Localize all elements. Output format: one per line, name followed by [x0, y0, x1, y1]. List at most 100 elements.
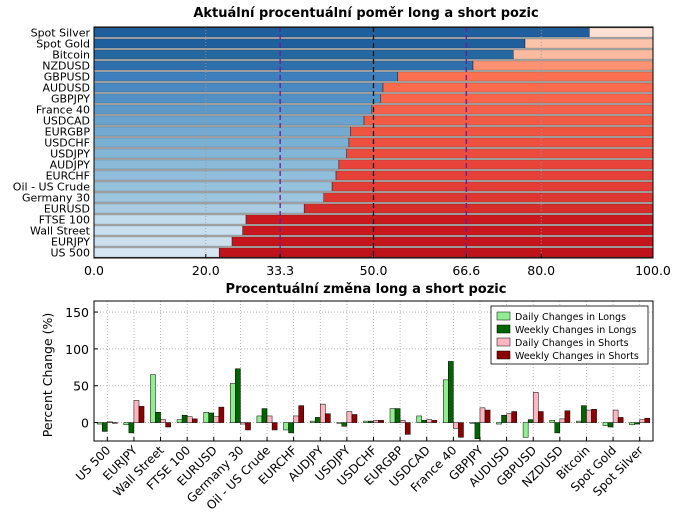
weekly-longs-bar	[314, 417, 321, 423]
category-label: USDCHF	[44, 137, 90, 150]
y-tick-label: 100	[65, 342, 89, 357]
daily-longs-bar	[576, 420, 582, 423]
daily-shorts-bar	[373, 420, 379, 423]
category-label: USDCAD	[43, 115, 90, 128]
legend-box	[490, 305, 649, 365]
legend-swatch	[496, 324, 511, 334]
daily-shorts-bar	[532, 392, 539, 423]
category-label: France 40	[36, 104, 90, 117]
weekly-longs-bar	[501, 414, 507, 423]
daily-shorts-bar	[240, 422, 246, 425]
bottom-chart-title: Procentuální změna long a short pozic	[226, 282, 507, 297]
bottom-y-axis-label: Percent Change (%)	[40, 313, 55, 437]
category-label: GBPJPY	[51, 93, 90, 106]
weekly-longs-bar	[368, 420, 374, 423]
category-label: Spot Gold	[36, 38, 90, 51]
weekly-longs-bar	[261, 408, 268, 423]
weekly-shorts-bar	[617, 417, 624, 423]
daily-longs-bar	[203, 412, 209, 423]
x-tick-label: 66.6	[452, 263, 480, 278]
y-tick-label: 50	[73, 379, 89, 394]
weekly-shorts-bar	[351, 414, 358, 423]
weekly-longs-bar	[155, 412, 161, 423]
weekly-longs-bar	[474, 422, 481, 440]
weekly-shorts-bar	[138, 406, 145, 423]
daily-longs-bar	[549, 420, 556, 423]
weekly-longs-bar	[181, 414, 188, 423]
category-label: Germany 30	[22, 192, 90, 205]
daily-shorts-bar	[160, 419, 166, 423]
category-label: Bitcoin	[52, 49, 90, 62]
legend-swatch	[496, 311, 511, 321]
daily-shorts-bar	[639, 419, 645, 423]
daily-longs-bar	[442, 379, 449, 423]
category-label: EURJPY	[51, 236, 90, 249]
legend-label: Daily Changes in Longs	[515, 312, 626, 323]
weekly-longs-bar	[128, 422, 135, 434]
bottom-plot-frame	[93, 300, 654, 442]
x-tick-label: 0.0	[84, 263, 104, 278]
category-label: USDJPY	[50, 148, 90, 161]
category-label: Oil - US Crude	[13, 181, 90, 194]
daily-shorts-bar	[266, 415, 273, 423]
daily-shorts-bar	[506, 413, 512, 423]
x-tick-label: 50.0	[360, 263, 388, 278]
weekly-longs-bar	[102, 422, 108, 432]
weekly-longs-bar	[607, 422, 614, 428]
weekly-shorts-bar	[591, 409, 597, 423]
weekly-longs-bar	[527, 419, 534, 423]
daily-longs-bar	[176, 419, 183, 423]
daily-shorts-bar	[612, 409, 619, 423]
y-tick-label: 150	[65, 305, 89, 320]
daily-shorts-bar	[559, 418, 566, 423]
weekly-longs-bar	[288, 422, 294, 434]
legend-label: Daily Changes in Shorts	[515, 338, 629, 349]
weekly-shorts-bar	[431, 420, 438, 423]
weekly-shorts-bar	[511, 411, 517, 423]
category-label: GBPUSD	[44, 71, 90, 84]
daily-shorts-bar	[453, 422, 459, 429]
weekly-shorts-bar	[644, 417, 651, 423]
daily-shorts-bar	[293, 415, 299, 423]
daily-shorts-bar	[399, 420, 406, 423]
category-label: EURCHF	[46, 170, 90, 183]
daily-shorts-bar	[213, 416, 220, 423]
daily-longs-bar	[496, 422, 502, 425]
x-tick-label: 80.0	[527, 263, 555, 278]
weekly-longs-bar	[448, 361, 454, 423]
category-label: US 500	[50, 247, 90, 260]
legend-swatch	[496, 350, 511, 360]
daily-longs-bar	[123, 422, 130, 426]
daily-longs-bar	[363, 420, 369, 423]
weekly-longs-bar	[394, 408, 401, 423]
daily-longs-bar	[230, 383, 236, 423]
daily-longs-bar	[602, 422, 609, 426]
daily-longs-bar	[629, 422, 635, 426]
weekly-longs-bar	[341, 422, 348, 427]
daily-longs-bar	[389, 408, 396, 423]
weekly-shorts-bar	[538, 411, 544, 423]
daily-shorts-bar	[133, 400, 140, 423]
daily-longs-bar	[283, 422, 289, 431]
daily-shorts-bar	[426, 419, 433, 423]
x-tick-label: 100.0	[635, 263, 671, 278]
category-label: EURGBP	[45, 126, 91, 139]
category-label: AUDUSD	[42, 82, 90, 95]
category-label: EURUSD	[44, 203, 90, 216]
weekly-shorts-bar	[404, 422, 411, 435]
category-label: NZDUSD	[42, 60, 90, 73]
weekly-shorts-bar	[458, 422, 464, 438]
legend: Daily Changes in Longs Weekly Changes in …	[490, 305, 649, 365]
y-tick-label: 0	[81, 416, 89, 431]
top-chart-title: Aktuální procentuální poměr long a short…	[193, 6, 538, 21]
weekly-longs-bar	[554, 422, 561, 434]
weekly-longs-bar	[208, 412, 215, 423]
weekly-shorts-bar	[271, 422, 278, 431]
weekly-shorts-bar	[245, 422, 251, 431]
daily-longs-bar	[336, 422, 343, 424]
category-label: AUDJPY	[50, 159, 91, 172]
daily-longs-bar	[309, 420, 316, 423]
